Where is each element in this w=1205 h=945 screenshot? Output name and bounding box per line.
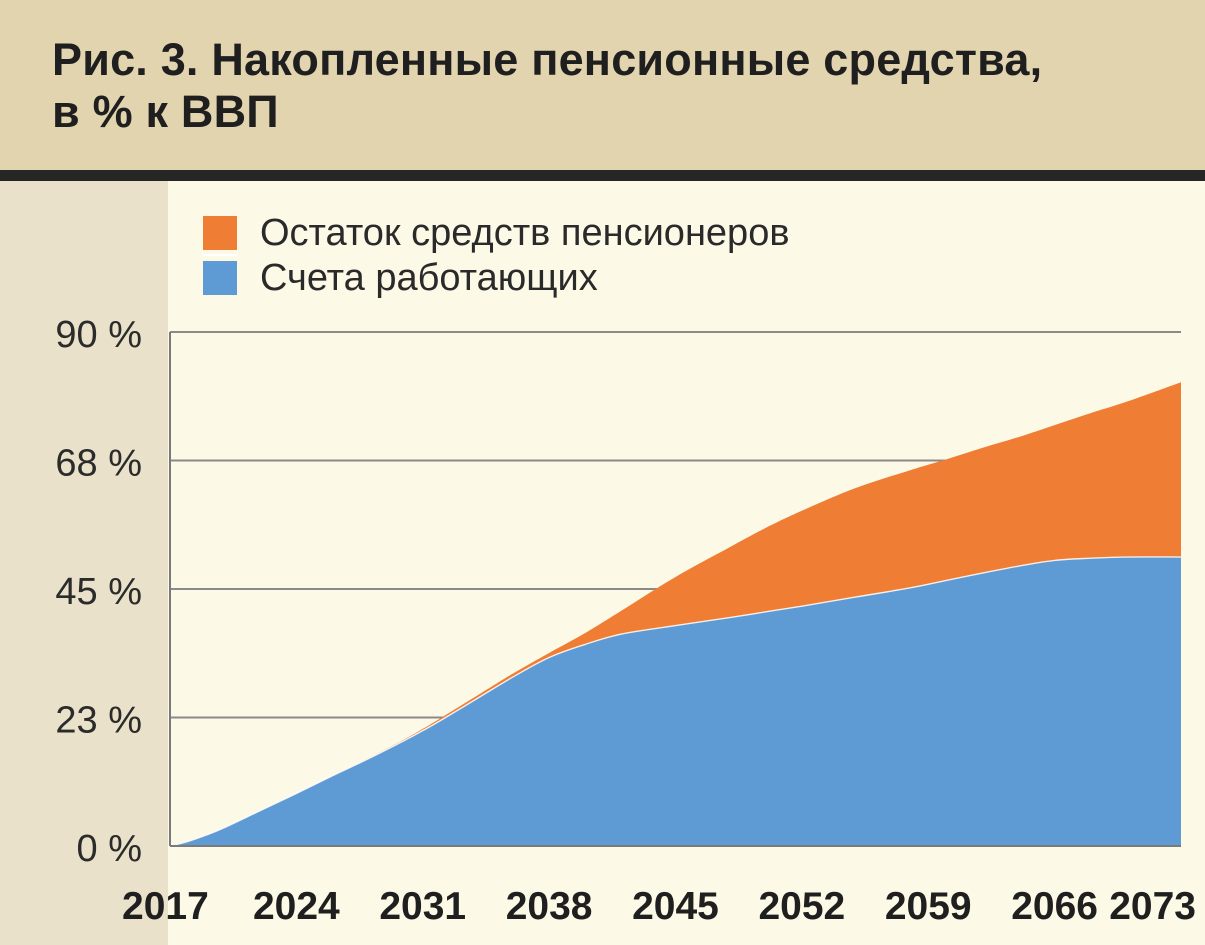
legend-swatch-divider (203, 254, 237, 256)
legend-label-worker-accounts: Счета работающих (260, 256, 598, 299)
x-tick-label-2031: 2031 (379, 885, 466, 928)
x-tick-label-2073: 2073 (1109, 885, 1196, 928)
y-tick-label-68: 68 % (55, 443, 142, 485)
x-tick-label-layer: 2017 2024 2031 2038 2045 2052 2059 2066 2073 (122, 885, 1196, 928)
x-tick-label-2059: 2059 (885, 885, 972, 928)
y-tick-label-0: 0 % (77, 828, 142, 870)
y-tick-label-23: 23 % (55, 700, 142, 742)
x-tick-label-2066: 2066 (1011, 885, 1098, 928)
y-tick-label-90: 90 % (55, 314, 142, 356)
chart-title: Рис. 3. Накопленные пенсионные средства,… (52, 34, 1172, 138)
x-tick-label-2052: 2052 (758, 885, 845, 928)
legend-label-pensioner-balances: Остаток средств пенсионеров (260, 211, 790, 254)
axis-layer (169, 332, 1181, 847)
legend-swatch-pensioner-balances (203, 215, 237, 250)
x-tick-label-2017: 2017 (122, 885, 209, 928)
series-boundary-line (169, 556, 1182, 847)
title-band: Рис. 3. Накопленные пенсионные средства,… (0, 0, 1205, 170)
x-tick-label-2045: 2045 (632, 885, 719, 928)
chart-legend: Остаток средств пенсионеров Счета работа… (203, 210, 963, 300)
x-tick-label-2038: 2038 (506, 885, 593, 928)
legend-swatch-worker-accounts (203, 260, 237, 295)
area-layer (169, 382, 1182, 847)
chart-title-line-1: Рис. 3. Накопленные пенсионные средства, (52, 34, 1043, 85)
y-tick-label-45: 45 % (55, 571, 142, 613)
title-divider (0, 170, 1205, 181)
chart-title-line-2: в % к ВВП (52, 86, 279, 137)
y-tick-label-layer: 0 % 23 % 45 % 68 % 90 % (55, 314, 142, 870)
x-tick-label-2024: 2024 (253, 885, 340, 928)
worker-accounts-area (170, 556, 1181, 846)
legend-item-pensioner-balances: Остаток средств пенсионеров (203, 210, 963, 255)
legend-item-worker-accounts: Счета работающих (203, 255, 963, 300)
left-margin-strip (0, 181, 168, 945)
